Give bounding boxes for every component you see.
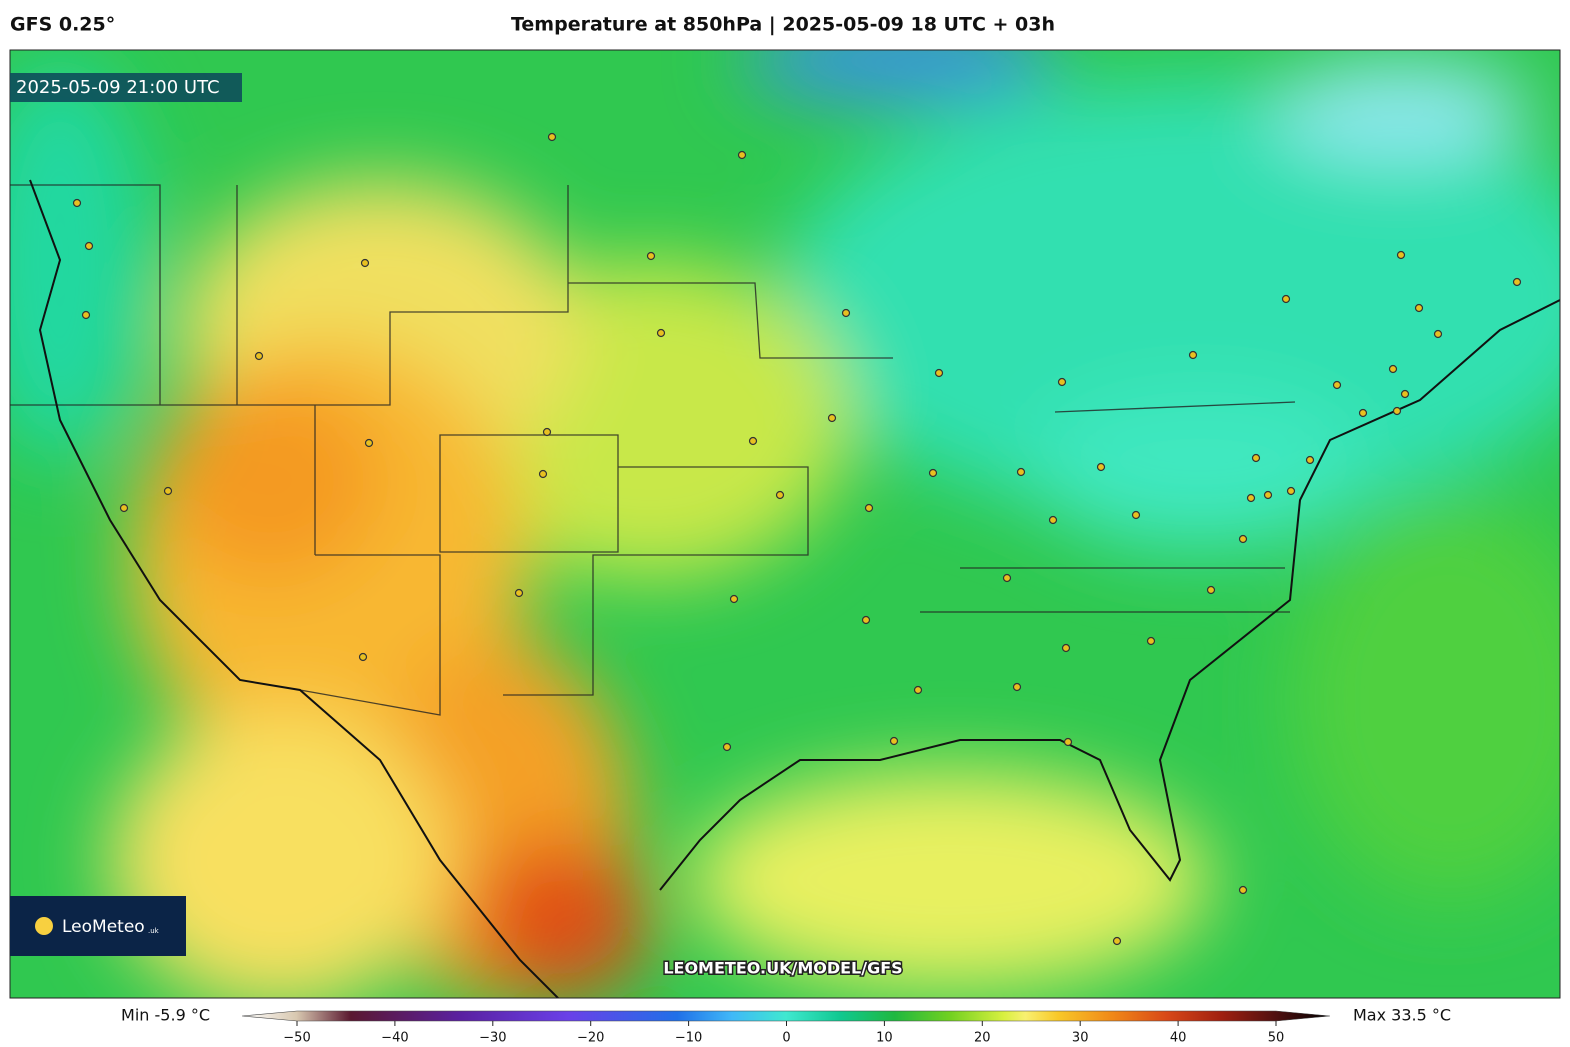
colorbar-ticks: −50 −40 −30 −20 −10 0 10 20 30 40 50 [283,1021,1284,1046]
city-marker [1057,377,1067,387]
city-marker [646,251,656,261]
colorbar-tick-label: −40 [381,1031,408,1046]
city-marker [81,310,91,320]
city-marker [1146,636,1156,646]
city-marker [913,685,923,695]
city-marker [722,742,732,752]
city-marker [1048,515,1058,525]
city-marker [72,198,82,208]
city-marker [364,438,374,448]
city-marker [1512,277,1522,287]
colorbar-tick-label: 50 [1268,1031,1285,1046]
city-marker [737,150,747,160]
city-marker [1414,303,1424,313]
city-marker [538,469,548,479]
city-marker [1063,737,1073,747]
colorbar-tick-label: −10 [675,1031,702,1046]
city-marker [729,594,739,604]
city-marker [1096,462,1106,472]
city-marker [1358,408,1368,418]
city-marker [775,490,785,500]
city-marker [1332,380,1342,390]
model-name: GFS 0.25° [10,14,115,36]
city-marker [1286,486,1296,496]
city-marker [1206,585,1216,595]
city-marker [864,503,874,513]
city-marker [1433,329,1443,339]
temperature-map [10,50,1560,998]
colorbar-tick-label: 30 [1072,1031,1089,1046]
city-marker [119,503,129,513]
city-marker [358,652,368,662]
logo-suffix: .uk [148,927,160,935]
city-marker [928,468,938,478]
watermark: LEOMETEO.UK/MODEL/GFS [663,959,902,978]
city-marker [1238,885,1248,895]
min-label: Min -5.9 °C [121,1006,210,1025]
colorbar [241,1010,1331,1022]
city-marker [748,436,758,446]
city-marker [360,258,370,268]
city-marker [1251,453,1261,463]
valid-time: 2025-05-09 21:00 UTC [16,77,220,98]
city-marker [1131,510,1141,520]
city-marker [542,427,552,437]
city-marker [84,241,94,251]
city-marker [163,486,173,496]
colorbar-tick-label: −20 [577,1031,604,1046]
city-marker [889,736,899,746]
city-marker [841,308,851,318]
city-marker [1263,490,1273,500]
city-marker [1188,350,1198,360]
city-marker [1016,467,1026,477]
logo-name: LeoMeteo [62,917,145,937]
city-marker [1400,389,1410,399]
city-marker [254,351,264,361]
colorbar-tick-label: −30 [479,1031,506,1046]
city-marker [1246,493,1256,503]
city-marker [861,615,871,625]
colorbar-tick-label: 20 [974,1031,991,1046]
city-marker [1012,682,1022,692]
city-marker [656,328,666,338]
city-marker [1388,364,1398,374]
logo-sun [35,917,53,935]
city-marker [1061,643,1071,653]
max-label: Max 33.5 °C [1353,1006,1451,1025]
colorbar-tick-label: 0 [782,1031,790,1046]
city-marker [1002,573,1012,583]
time-box [10,73,242,102]
map-frame [9,49,1561,999]
colorbar-tick-label: −50 [283,1031,310,1046]
city-marker [1281,294,1291,304]
city-marker [827,413,837,423]
city-marker [1305,455,1315,465]
map-title: Temperature at 850hPa | 2025-05-09 18 UT… [511,14,1055,36]
city-marker [547,132,557,142]
city-marker [1396,250,1406,260]
city-marker [934,368,944,378]
colorbar-tick-label: 10 [876,1031,893,1046]
city-markers [72,132,1522,946]
city-marker [1112,936,1122,946]
city-marker [514,588,524,598]
city-marker [1392,406,1402,416]
colorbar-tick-label: 40 [1170,1031,1187,1046]
city-marker [1238,534,1248,544]
